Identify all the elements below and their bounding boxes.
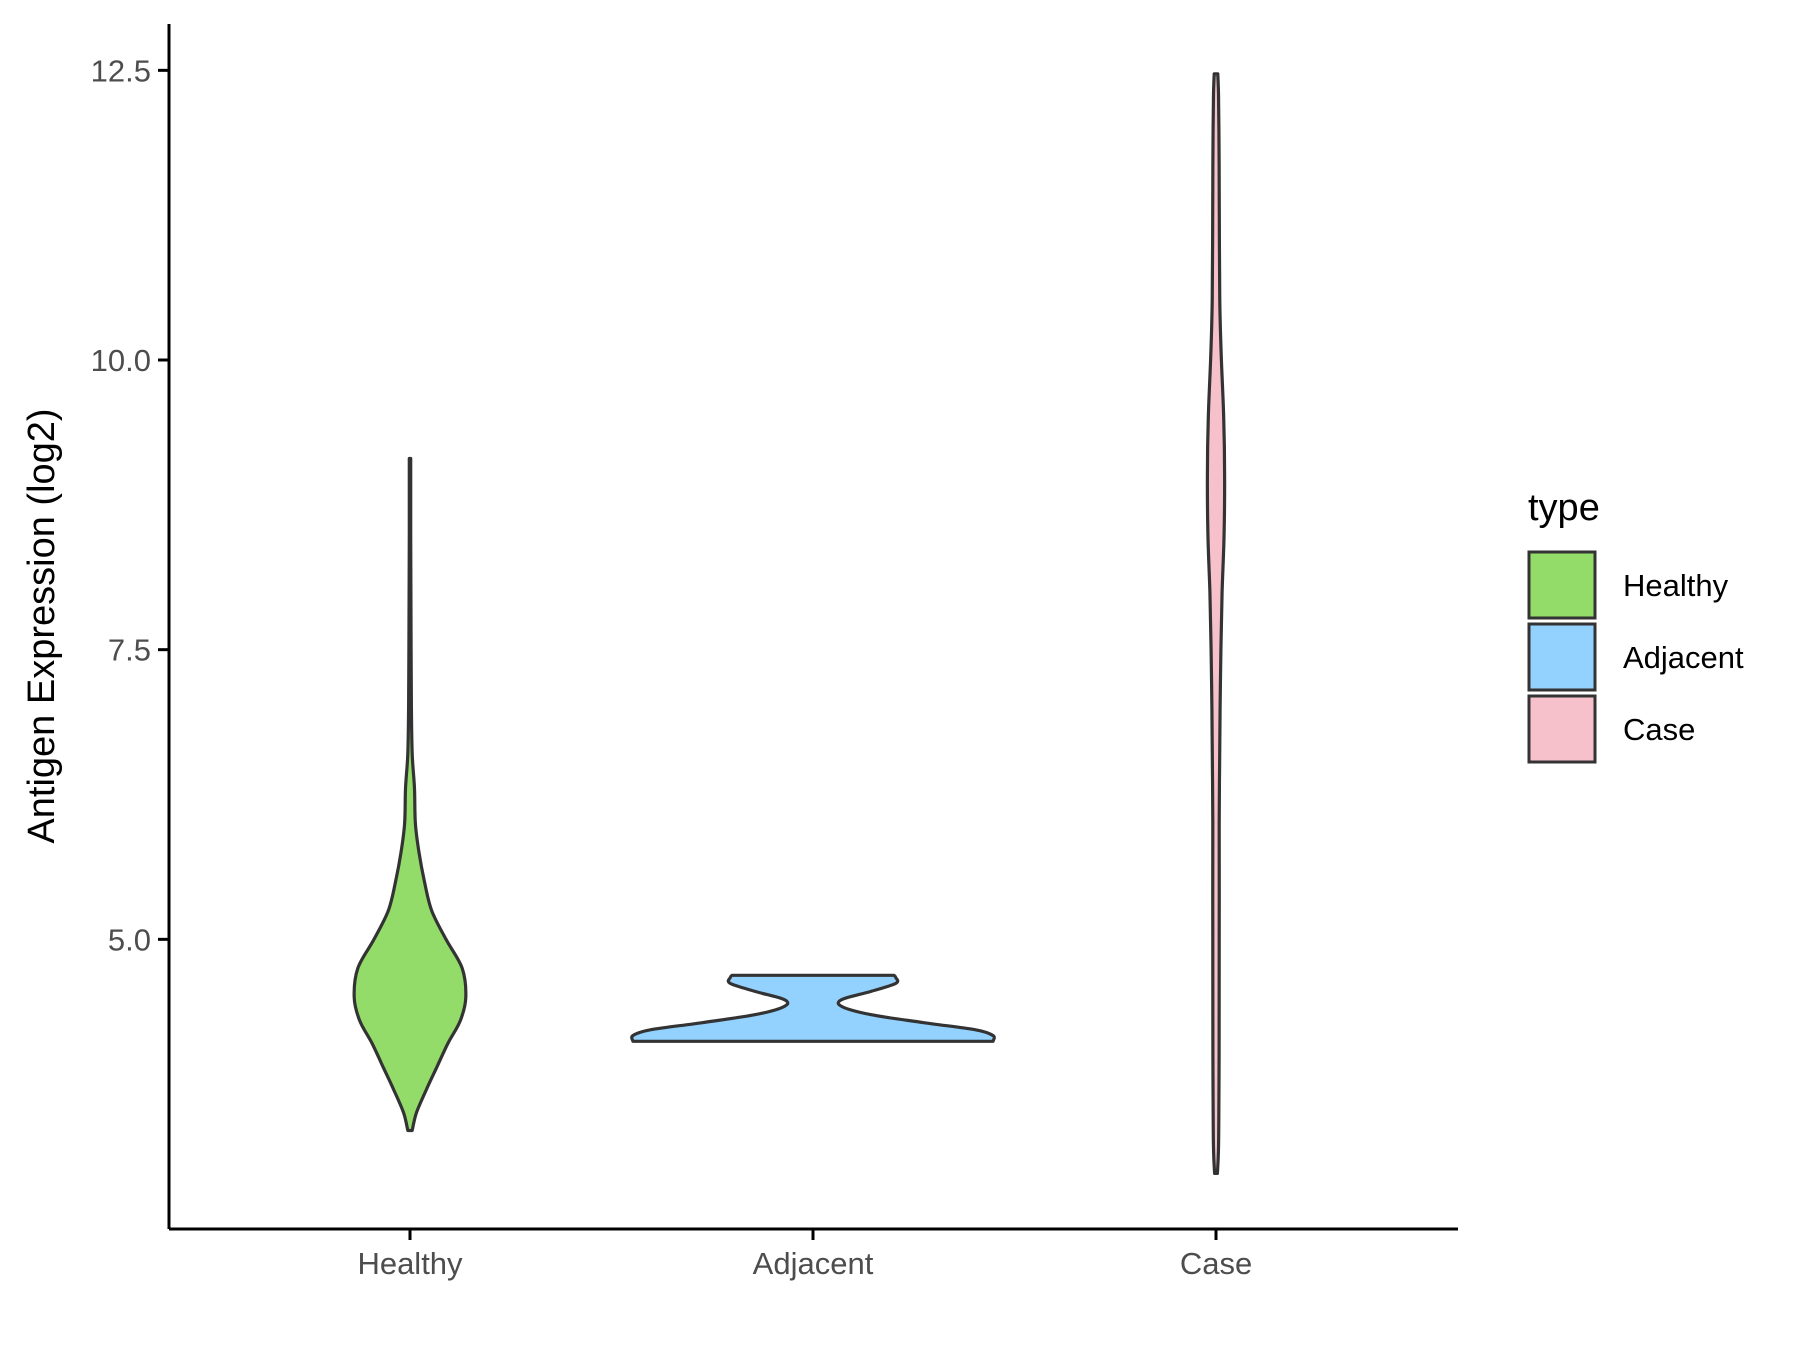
legend-key-healthy	[1527, 550, 1597, 620]
violin-healthy	[352, 456, 468, 1133]
legend-label-adjacent: Adjacent	[1623, 640, 1744, 675]
legend-label-case: Case	[1623, 712, 1695, 747]
x-axis-ticks: Healthy Adjacent Case	[357, 1229, 1252, 1281]
legend-label-healthy: Healthy	[1623, 568, 1729, 603]
x-tick-label-healthy: Healthy	[357, 1246, 463, 1281]
violin-layer	[352, 72, 1227, 1175]
legend: type Healthy Adjacent Case	[1527, 487, 1744, 764]
x-tick-label-adjacent: Adjacent	[753, 1246, 874, 1281]
violin-case	[1205, 72, 1227, 1175]
violin-adjacent	[630, 973, 996, 1043]
legend-title: type	[1528, 487, 1600, 529]
legend-key-case	[1527, 694, 1597, 764]
y-tick-label: 5.0	[108, 922, 151, 957]
y-tick-label: 10.0	[91, 343, 151, 378]
legend-key-adjacent	[1527, 622, 1597, 692]
x-tick-label-case: Case	[1180, 1246, 1252, 1281]
y-axis-title: Antigen Expression (log2)	[21, 408, 63, 843]
y-axis-ticks: 5.0 7.5 10.0 12.5	[91, 53, 169, 957]
y-tick-label: 7.5	[108, 633, 151, 668]
y-tick-label: 12.5	[91, 53, 151, 88]
